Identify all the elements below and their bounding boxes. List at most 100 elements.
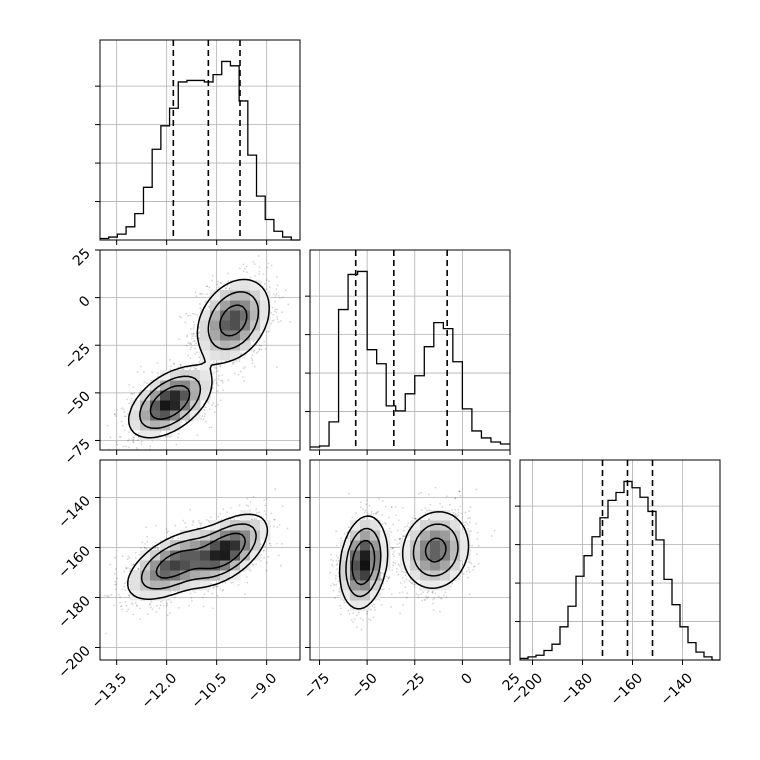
scatter-point: [255, 563, 257, 565]
scatter-point: [92, 402, 94, 404]
scatter-point: [139, 618, 142, 620]
scatter-point: [251, 563, 254, 566]
scatter-point: [289, 320, 291, 323]
scatter-point: [253, 518, 256, 520]
scatter-point: [278, 523, 281, 526]
scatter-point: [280, 543, 283, 545]
scatter-point: [185, 312, 188, 315]
scatter-point: [132, 613, 135, 616]
scatter-point: [265, 279, 268, 281]
scatter-point: [194, 291, 197, 293]
scatter-point: [120, 605, 123, 608]
scatter-point: [144, 543, 146, 545]
scatter-point: [203, 593, 206, 595]
scatter-point: [251, 354, 254, 356]
scatter-point: [134, 601, 137, 604]
scatter-point: [251, 518, 253, 520]
scatter-point: [198, 520, 200, 522]
scatter-point: [255, 518, 258, 521]
scatter-point: [114, 583, 117, 586]
scatter-point: [270, 512, 273, 515]
scatter-point: [213, 361, 215, 363]
scatter-point: [258, 349, 261, 351]
scatter-point: [211, 387, 214, 390]
scatter-point: [171, 538, 174, 541]
scatter-point: [190, 600, 193, 602]
scatter-point: [214, 405, 217, 408]
scatter-point: [208, 426, 211, 429]
scatter-point: [244, 267, 246, 270]
scatter-point: [192, 333, 195, 335]
scatter-point: [271, 306, 274, 309]
scatter-point: [137, 436, 140, 438]
scatter-point: [272, 319, 275, 321]
scatter-point: [249, 501, 252, 504]
scatter-point: [250, 357, 253, 360]
scatter-point: [201, 293, 204, 295]
scatter-point: [135, 604, 138, 607]
scatter-point: [219, 365, 222, 368]
scatter-point: [191, 337, 193, 340]
scatter-point: [237, 584, 240, 586]
scatter-point: [217, 384, 220, 387]
scatter-point: [268, 286, 271, 288]
scatter-point: [108, 595, 110, 597]
scatter-point: [257, 350, 260, 353]
scatter-point: [166, 604, 169, 607]
scatter-point: [287, 303, 290, 306]
scatter-point: [166, 435, 169, 438]
scatter-point: [128, 402, 130, 405]
scatter-point: [185, 420, 188, 423]
scatter-point: [187, 314, 190, 317]
scatter-point: [258, 344, 261, 347]
scatter-point: [273, 525, 275, 528]
scatter-point: [180, 421, 183, 423]
scatter-point: [267, 556, 270, 558]
scatter-point: [198, 332, 200, 335]
scatter-point: [221, 374, 224, 376]
scatter-point: [140, 440, 143, 443]
scatter-point: [232, 362, 234, 364]
scatter-point: [157, 547, 159, 549]
scatter-point: [109, 563, 112, 566]
scatter-point: [122, 408, 125, 411]
scatter-point: [243, 380, 245, 382]
scatter-point: [268, 330, 270, 333]
scatter-point: [198, 356, 201, 359]
scatter-point: [262, 273, 265, 275]
scatter-point: [258, 511, 260, 514]
scatter-point: [193, 366, 195, 369]
scatter-point: [130, 397, 133, 400]
scatter-point: [194, 353, 197, 355]
scatter-point: [216, 390, 219, 392]
scatter-point: [123, 570, 125, 573]
scatter-point: [189, 328, 192, 330]
scatter-point: [110, 594, 113, 596]
scatter-point: [177, 590, 179, 593]
scatter-point: [126, 398, 128, 401]
scatter-point: [274, 300, 277, 303]
scatter-point: [192, 328, 195, 330]
scatter-point: [146, 613, 149, 615]
scatter-point: [205, 518, 208, 521]
scatter-point: [245, 504, 248, 507]
scatter-point: [194, 335, 197, 337]
scatter-point: [270, 312, 273, 314]
scatter-point: [159, 604, 162, 607]
scatter-point: [188, 604, 191, 607]
scatter-point: [274, 518, 276, 521]
scatter-point: [255, 352, 258, 354]
scatter-point: [224, 287, 227, 290]
scatter-point: [189, 348, 192, 351]
scatter-point: [206, 285, 209, 288]
scatter-point: [127, 431, 130, 433]
scatter-point: [173, 363, 175, 366]
scatter-point: [116, 577, 118, 580]
scatter-point: [156, 548, 159, 550]
scatter-point: [124, 582, 126, 585]
scatter-point: [251, 362, 254, 364]
scatter-point: [211, 274, 214, 277]
scatter-point: [220, 282, 222, 284]
scatter-point: [143, 371, 145, 373]
scatter-point: [205, 420, 207, 423]
